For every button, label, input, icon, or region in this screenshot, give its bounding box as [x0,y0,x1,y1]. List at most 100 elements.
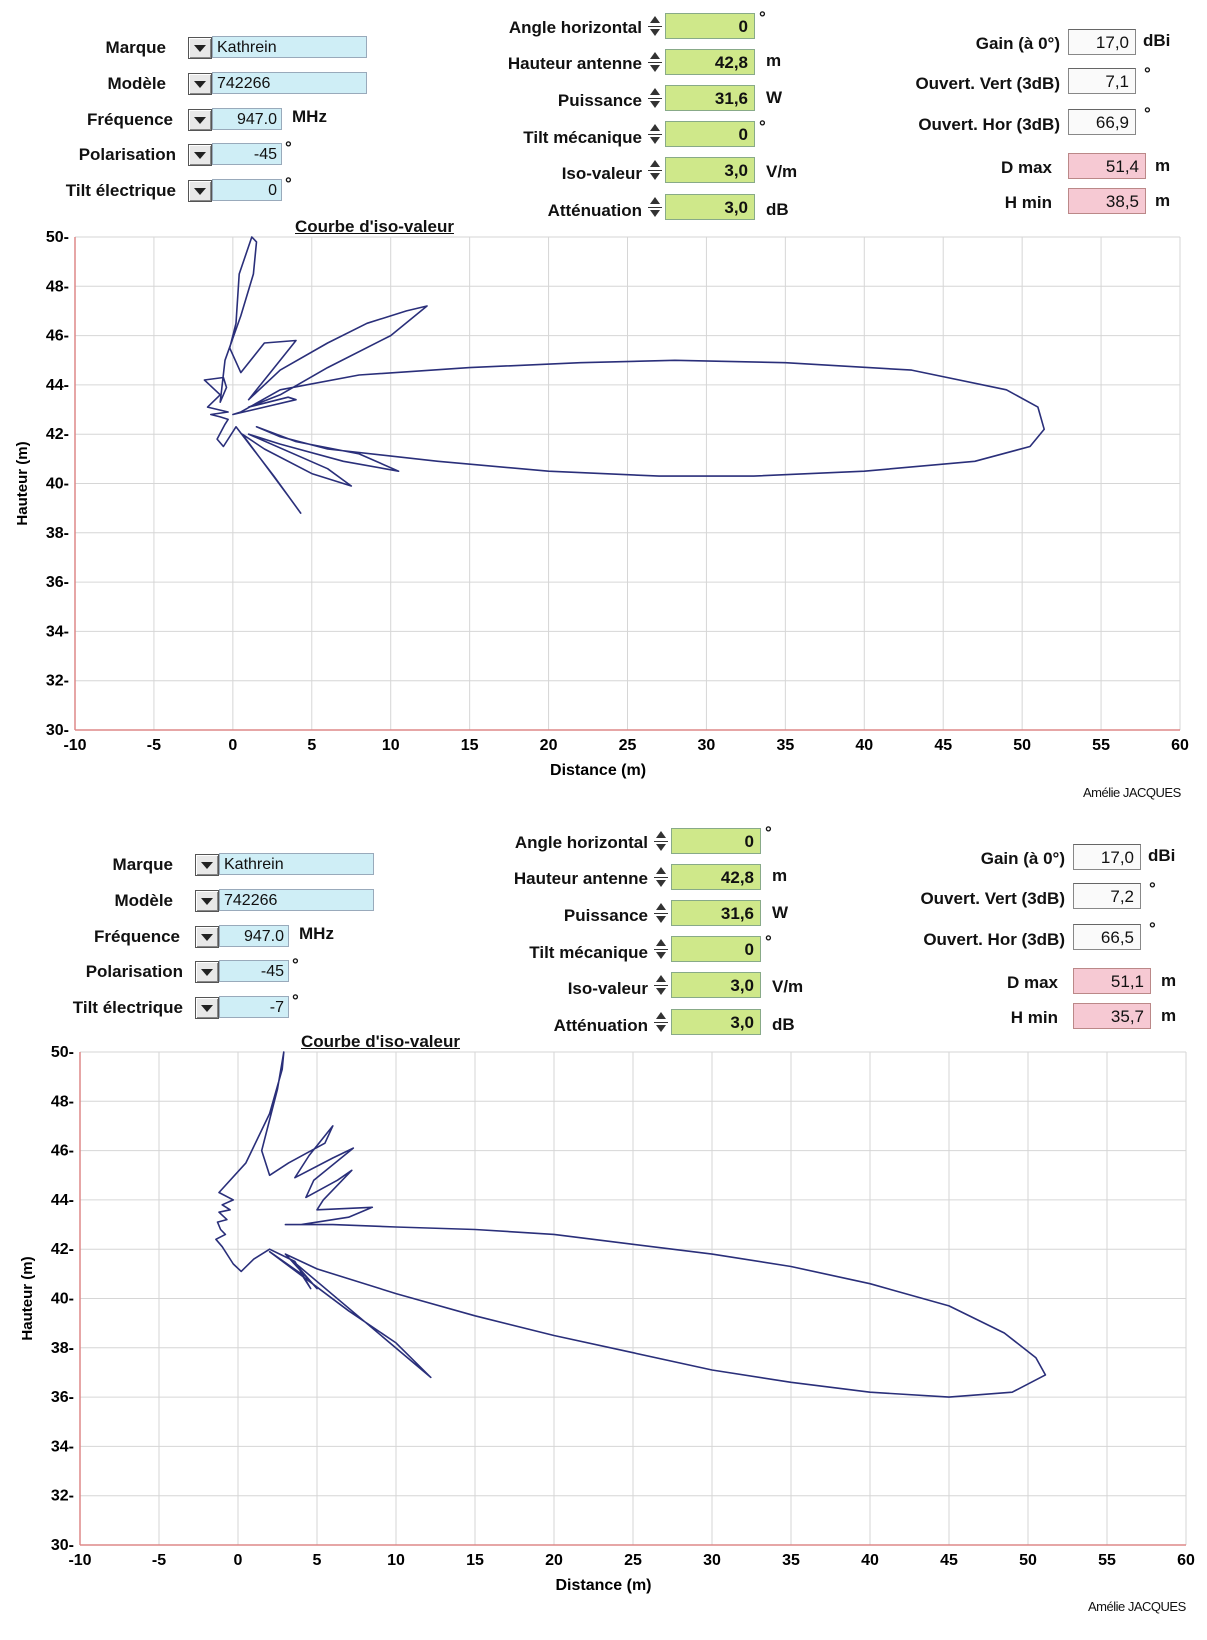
polarisation-dropdown-button[interactable] [188,144,212,166]
x-tick-label: 5 [307,737,316,754]
y-tick-label: 38- [46,525,69,542]
x-axis-label: Distance (m) [550,762,646,779]
x-tick-label: -5 [147,737,161,754]
puissance-field[interactable]: 31,6 [671,900,761,926]
x-tick-label: 50 [1019,1552,1037,1569]
modele-dropdown-button[interactable] [188,73,212,95]
polarisation-field[interactable]: -45 [212,143,282,165]
puissance-spinner[interactable] [654,901,668,927]
x-tick-label: -5 [152,1552,166,1569]
modele-field[interactable]: 742266 [219,889,374,911]
iso-valeur-spinner[interactable] [654,973,668,999]
x-tick-label: 40 [861,1552,879,1569]
tilt-electrique-label: Tilt électrique [72,998,183,1017]
y-tick-label: 34- [46,623,69,640]
y-tick-label: 46- [46,328,69,345]
iso-curve [203,236,1045,514]
author-label: Amélie JACQUES [1083,785,1181,800]
marque-label: Marque [112,855,173,874]
iso-valeur-label: Iso-valeur [567,979,648,998]
marque-field[interactable]: Kathrein [212,36,367,58]
marque-dropdown-button[interactable] [188,37,212,59]
y-tick-label: 40- [46,476,69,493]
marque-field[interactable]: Kathrein [219,853,374,875]
tilt-electrique-field[interactable]: -7 [219,996,289,1018]
tilt-mecanique-spinner[interactable] [654,937,668,963]
hauteur-antenne-field[interactable]: 42,8 [671,864,761,890]
y-tick-label: 32- [46,673,69,690]
ouvert-hor-field: 66,5 [1073,924,1141,950]
angle-horizontal-field[interactable]: 0 [671,828,761,854]
tilt-electrique-field[interactable]: 0 [212,179,282,201]
frequence-label: Fréquence [87,110,173,129]
chart-title: Courbe d'iso-valeur [301,1032,460,1051]
y-tick-label: 48- [51,1093,74,1110]
iso-valeur-field[interactable]: 3,0 [665,157,755,183]
angle-spinner[interactable] [648,14,662,40]
y-tick-label: 48- [46,278,69,295]
hauteur-antenne-label: Hauteur antenne [513,869,648,888]
tilt-electrique-unit: ° [285,174,292,193]
tilt-electrique-dropdown-button[interactable] [195,997,219,1019]
hmin-unit: m [1155,191,1171,210]
puissance-spinner[interactable] [648,86,662,112]
chart-title: Courbe d'iso-valeur [295,217,454,236]
panel-2: Marque Kathrein Modèle 742266 Fréquence … [0,815,1207,1630]
iso-valeur-unit: V/m [772,977,804,996]
panel-1: Marque Kathrein Modèle 742266 Fréquence … [0,0,1207,815]
x-tick-label: 60 [1177,1552,1195,1569]
frequence-dropdown-button[interactable] [195,926,219,948]
angle-spinner[interactable] [654,829,668,855]
y-tick-label: 36- [46,574,69,591]
x-tick-label: 30 [698,737,716,754]
modele-field[interactable]: 742266 [212,72,367,94]
y-tick-label: 44- [51,1192,74,1209]
angle-horizontal-unit: ° [759,8,766,27]
y-tick-label: 42- [51,1241,74,1258]
marque-label: Marque [105,38,166,57]
tilt-mecanique-spinner[interactable] [648,122,662,148]
puissance-field[interactable]: 31,6 [665,85,755,111]
gain-label: Gain (à 0°) [975,34,1060,53]
tilt-electrique-dropdown-button[interactable] [188,180,212,202]
y-tick-label: 38- [51,1340,74,1357]
x-tick-label: 35 [776,737,794,754]
attenuation-spinner[interactable] [648,195,662,221]
iso-valeur-field[interactable]: 3,0 [671,972,761,998]
frequence-field[interactable]: 947.0 [219,925,289,947]
iso-curve [215,1051,1047,1398]
x-tick-label: 40 [855,737,873,754]
hauteur-antenne-field[interactable]: 42,8 [665,49,755,75]
puissance-label: Puissance [563,906,648,925]
marque-dropdown-button[interactable] [195,854,219,876]
polarisation-label: Polarisation [78,145,176,164]
tilt-mecanique-field[interactable]: 0 [671,936,761,962]
iso-valeur-spinner[interactable] [648,158,662,184]
attenuation-unit: dB [772,1015,795,1034]
author-label: Amélie JACQUES [1088,1599,1186,1614]
frequence-dropdown-button[interactable] [188,109,212,131]
tilt-mecanique-label: Tilt mécanique [529,943,648,962]
dmax-unit: m [1155,156,1171,175]
hauteur-spinner[interactable] [654,865,668,891]
polarisation-field[interactable]: -45 [219,960,289,982]
ouvert-vert-field: 7,2 [1073,883,1141,909]
x-tick-label: -10 [63,737,86,754]
attenuation-field[interactable]: 3,0 [671,1009,761,1035]
modele-dropdown-button[interactable] [195,890,219,912]
frequence-field[interactable]: 947.0 [212,108,282,130]
x-tick-label: 5 [313,1552,322,1569]
y-tick-label: 46- [51,1143,74,1160]
x-tick-label: 45 [940,1552,958,1569]
dmax-field: 51,4 [1068,153,1146,179]
iso-valeur-unit: V/m [766,162,798,181]
attenuation-spinner[interactable] [654,1010,668,1036]
gain-unit: dBi [1143,31,1171,50]
attenuation-field[interactable]: 3,0 [665,194,755,220]
hmin-field: 35,7 [1073,1003,1151,1029]
angle-horizontal-field[interactable]: 0 [665,13,755,39]
tilt-mecanique-field[interactable]: 0 [665,121,755,147]
hmin-label: H min [1010,1008,1058,1027]
polarisation-dropdown-button[interactable] [195,961,219,983]
hauteur-spinner[interactable] [648,50,662,76]
